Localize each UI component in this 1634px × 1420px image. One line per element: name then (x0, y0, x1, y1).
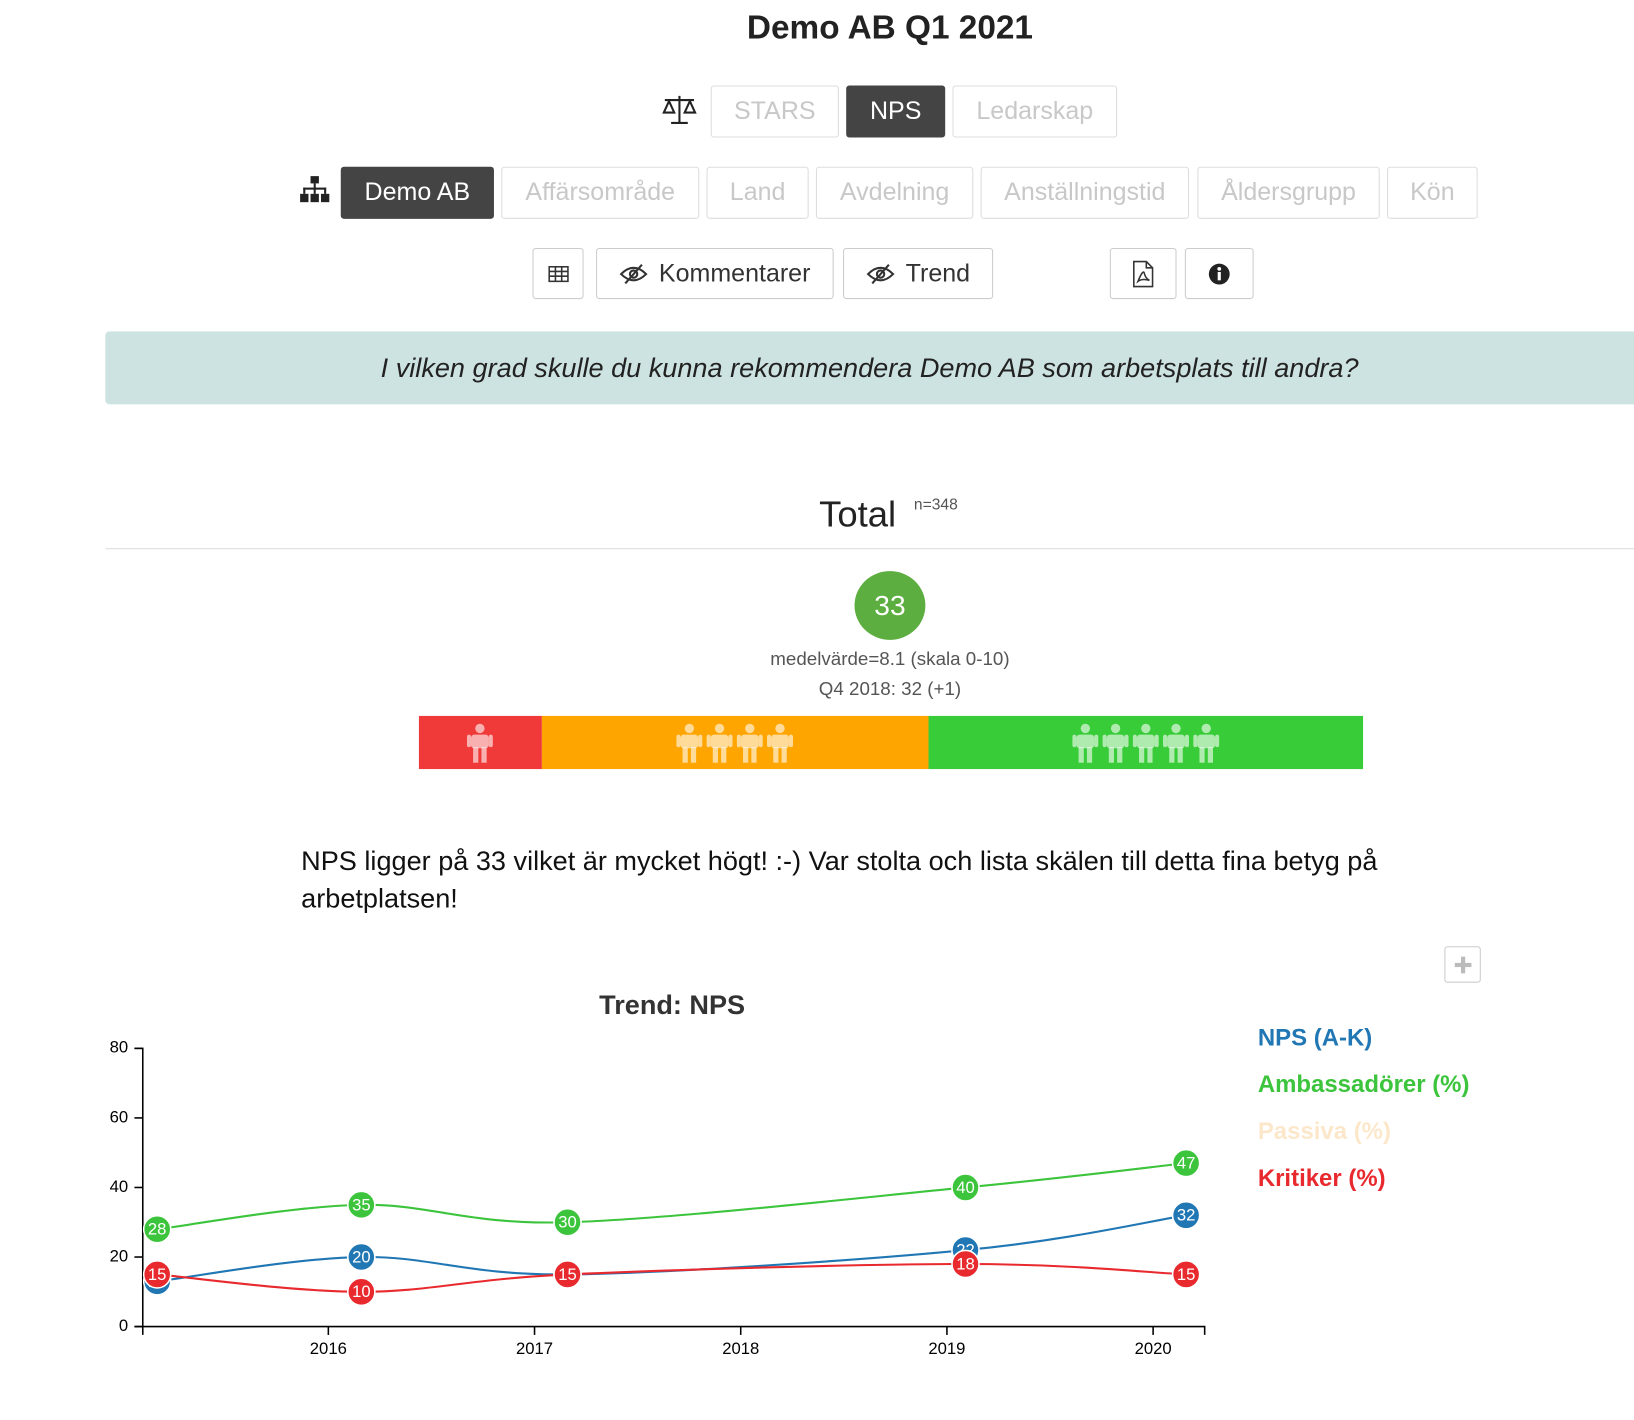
data-label: 18 (956, 1254, 975, 1273)
table-icon (547, 265, 569, 282)
data-point (142, 1260, 172, 1289)
sample-size: n=348 (913, 496, 958, 514)
data-point (1171, 1148, 1201, 1178)
legend-entry: Kritiker (%) (1258, 1165, 1386, 1192)
pdf-button[interactable] (1109, 248, 1177, 300)
mean-text: medelvärde=8.1 (skala 0-10) (770, 648, 1010, 670)
distribution-bar (418, 715, 1364, 770)
data-label: 35 (352, 1195, 371, 1214)
y-tick-label: 60 (110, 1107, 129, 1126)
tab[interactable]: NPS (846, 85, 946, 138)
y-tick-label: 40 (110, 1177, 129, 1196)
table-button[interactable] (532, 248, 584, 300)
person-icon (707, 723, 734, 763)
trend-button[interactable]: Trend (843, 248, 994, 300)
person-icon (1132, 723, 1159, 763)
tab[interactable]: Affärsområde (501, 166, 700, 219)
data-label: 20 (352, 1247, 371, 1266)
page-title: Demo AB Q1 2021 (746, 8, 1033, 46)
person-icon (1163, 723, 1190, 763)
series-line (157, 1214, 1187, 1283)
data-label: 10 (352, 1282, 371, 1301)
data-point (347, 1277, 376, 1307)
series-line (157, 1262, 1187, 1293)
button-label: Trend (905, 258, 971, 288)
distribution-segment (541, 715, 929, 770)
comments-button[interactable]: Kommentarer (596, 248, 834, 300)
person-icon (1193, 723, 1220, 763)
info-icon (1208, 263, 1230, 284)
button-label: Kommentarer (658, 258, 811, 288)
previous-text: Q4 2018: 32 (+1) (818, 678, 962, 700)
info-button[interactable] (1184, 248, 1254, 300)
expand-button[interactable] (1444, 946, 1481, 983)
x-tick-label: 2020 (1135, 1339, 1172, 1358)
x-tick-label: 2017 (516, 1339, 553, 1358)
question: I vilken grad skulle du kunna rekommende… (380, 351, 1359, 383)
series-line (157, 1162, 1187, 1231)
data-label: 15 (558, 1265, 577, 1284)
x-tick-label: 2018 (722, 1339, 759, 1358)
eye-icon (619, 263, 648, 284)
x-tick-label: 2016 (310, 1339, 347, 1358)
tab[interactable]: STARS (710, 85, 839, 138)
person-icon (676, 723, 703, 763)
data-point (951, 1249, 980, 1279)
distribution-segment (418, 715, 542, 770)
data-point (553, 1260, 582, 1289)
data-point (951, 1173, 980, 1202)
comment-text: NPS ligger på 33 vilket är mycket högt! … (301, 845, 1378, 914)
tab[interactable]: Ledarskap (952, 85, 1118, 138)
plus-icon (1454, 956, 1471, 973)
y-tick-label: 80 (110, 1038, 129, 1057)
person-icon (467, 723, 494, 763)
x-axis (141, 1325, 1206, 1335)
distribution-segment (928, 715, 1364, 770)
y-tick-label: 20 (110, 1246, 129, 1265)
tab[interactable]: Avdelning (815, 166, 974, 219)
y-tick-label: 0 (119, 1316, 128, 1335)
pdf-icon (1133, 260, 1154, 287)
data-point (553, 1207, 582, 1237)
score-badge: 33 (854, 571, 926, 640)
legend-entry: Ambassadörer (%) (1258, 1071, 1470, 1098)
data-point (347, 1242, 376, 1272)
legend-entry: Passiva (%) (1258, 1118, 1391, 1145)
data-point (142, 1214, 172, 1244)
eye-icon (866, 263, 895, 284)
data-label: 40 (956, 1178, 975, 1197)
tab[interactable]: Kön (1387, 166, 1478, 219)
tab[interactable]: Anställningstid (980, 166, 1190, 219)
data-label: 47 (1177, 1154, 1196, 1173)
chart-title: Trend: NPS (599, 989, 745, 1020)
question-banner: I vilken grad skulle du kunna rekommende… (105, 331, 1634, 405)
total-title: Total (819, 493, 897, 535)
person-icon (1072, 723, 1099, 763)
data-point (1171, 1260, 1201, 1289)
person-icon (737, 723, 764, 763)
scale-icon (662, 95, 697, 125)
data-point (1171, 1200, 1201, 1230)
person-icon (1102, 723, 1129, 763)
tab[interactable]: Demo AB (340, 166, 494, 219)
person-icon (767, 723, 794, 763)
data-label: 32 (1177, 1206, 1196, 1225)
data-label: 28 (148, 1220, 167, 1239)
data-point (347, 1190, 376, 1220)
hierarchy-icon (300, 176, 330, 203)
data-label: 15 (1177, 1265, 1196, 1284)
tab[interactable]: Åldersgrupp (1197, 166, 1380, 219)
x-tick-label: 2019 (928, 1339, 965, 1358)
data-label: 30 (558, 1213, 577, 1232)
tab[interactable]: Land (706, 166, 809, 219)
legend-entry: NPS (A-K) (1258, 1024, 1372, 1051)
divider (105, 548, 1634, 550)
data-label: 15 (148, 1265, 167, 1284)
